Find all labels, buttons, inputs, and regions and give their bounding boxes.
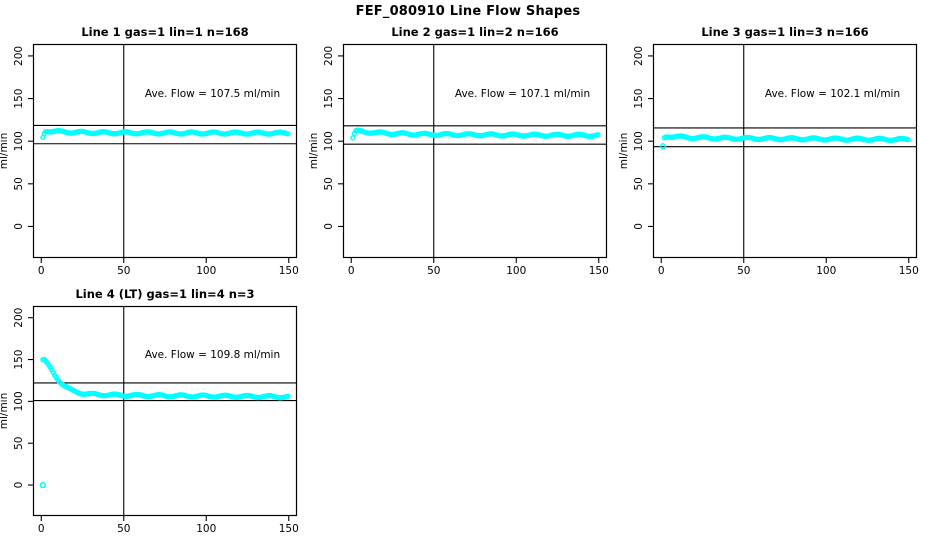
panel-line-2: Line 2 gas=1 lin=2 n=166 Ave. Flow = 107… — [308, 25, 609, 277]
x-tick-label: 150 — [589, 265, 609, 277]
ave-flow-annotation-line-4: Ave. Flow = 109.8 ml/min — [144, 349, 281, 362]
y-tick-label: 100 — [13, 391, 25, 411]
y-tick-label: 100 — [323, 131, 335, 151]
ave-flow-annotation-line-3: Ave. Flow = 102.1 ml/min — [764, 87, 901, 100]
plot-border — [32, 43, 298, 259]
y-axis-label: ml/min — [618, 133, 630, 169]
y-tick-label: 150 — [13, 350, 25, 370]
data-point — [905, 137, 911, 143]
y-tick-label: 50 — [13, 437, 25, 450]
y-tick-label: 50 — [633, 177, 645, 190]
x-tick-label: 100 — [506, 265, 526, 277]
y-axis-label: ml/min — [0, 393, 10, 429]
x-tick-label: 150 — [279, 265, 299, 277]
x-tick-label: 100 — [196, 523, 216, 535]
outlier-point — [39, 481, 47, 489]
x-tick-label: 100 — [196, 265, 216, 277]
x-tick-label: 50 — [737, 265, 750, 277]
y-tick-label: 150 — [633, 89, 645, 109]
y-tick-label: 200 — [13, 46, 25, 66]
y-tick-label: 200 — [323, 46, 335, 66]
x-tick-label: 0 — [658, 265, 665, 277]
y-tick-label: 0 — [633, 223, 645, 230]
x-tick-label: 0 — [38, 523, 45, 535]
panel-title-line-2: Line 2 gas=1 lin=2 n=166 — [391, 25, 559, 39]
x-tick-label: 0 — [348, 265, 355, 277]
plot-area-line-4: 0 50 100 150 0 50 100 150 200 ml/min — [0, 305, 299, 535]
plot-area-line-2: 0 50 100 150 0 50 100 150 200 ml/min — [308, 43, 609, 277]
panel-title-line-1: Line 1 gas=1 lin=1 n=168 — [81, 25, 249, 39]
y-axis-label: ml/min — [308, 133, 320, 169]
y-tick-label: 0 — [323, 223, 335, 230]
ave-flow-annotation-line-2: Ave. Flow = 107.1 ml/min — [454, 87, 591, 100]
y-tick-label: 50 — [323, 177, 335, 190]
panel-title-line-4: Line 4 (LT) gas=1 lin=4 n=3 — [75, 287, 255, 301]
y-tick-label: 50 — [13, 177, 25, 190]
plot-border — [652, 43, 918, 259]
x-tick-label: 50 — [117, 523, 130, 535]
panel-line-3: Line 3 gas=1 lin=3 n=166 Ave. Flow = 102… — [618, 25, 919, 277]
plot-border — [32, 305, 298, 517]
data-point — [285, 131, 291, 137]
plot-area-line-1: 0 50 100 150 0 50 100 150 200 ml/min — [0, 43, 299, 277]
y-axis-label: ml/min — [0, 133, 10, 169]
data-points — [40, 356, 291, 401]
outlier-point — [659, 143, 667, 150]
data-points — [661, 133, 911, 144]
panel-line-1: Line 1 gas=1 lin=1 n=168 Ave. Flow = 107… — [0, 25, 299, 277]
plot-border — [342, 43, 608, 259]
x-tick-label: 150 — [279, 523, 299, 535]
y-tick-label: 100 — [13, 131, 25, 151]
ave-flow-annotation-line-1: Ave. Flow = 107.5 ml/min — [144, 87, 281, 100]
data-point — [595, 132, 601, 138]
panel-title-line-3: Line 3 gas=1 lin=3 n=166 — [701, 25, 869, 39]
data-points — [40, 128, 291, 141]
x-tick-label: 50 — [117, 265, 130, 277]
data-point — [285, 393, 291, 399]
y-tick-label: 150 — [13, 89, 25, 109]
data-point — [350, 135, 356, 141]
y-tick-label: 200 — [633, 46, 645, 66]
y-tick-label: 100 — [633, 131, 645, 151]
panel-line-4: Line 4 (LT) gas=1 lin=4 n=3 Ave. Flow = … — [0, 287, 299, 535]
y-tick-label: 0 — [13, 482, 25, 489]
page-title: FEF_080910 Line Flow Shapes — [355, 4, 581, 19]
x-tick-label: 100 — [816, 265, 836, 277]
x-tick-label: 0 — [38, 265, 45, 277]
y-tick-label: 0 — [13, 223, 25, 230]
data-points — [350, 127, 601, 141]
plot-area-line-3: 0 50 100 150 0 50 100 150 200 ml/min — [618, 43, 919, 277]
x-tick-label: 50 — [427, 265, 440, 277]
y-tick-label: 200 — [13, 308, 25, 328]
x-tick-label: 150 — [899, 265, 919, 277]
y-tick-label: 150 — [323, 89, 335, 109]
